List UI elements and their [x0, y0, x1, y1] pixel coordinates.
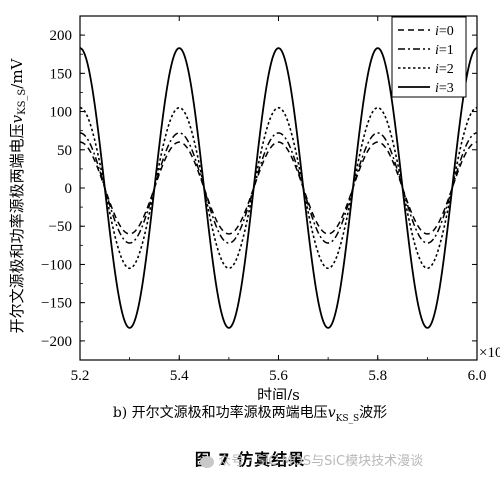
y-tick-label: 0 — [65, 181, 73, 197]
legend-label: i=0 — [435, 24, 454, 39]
figure-caption: 图 7 仿真结果 — [194, 450, 306, 469]
y-tick-label: 150 — [50, 66, 73, 82]
subfigure-caption-text: b) 开尔文源极和功率源极两端电压 — [112, 405, 328, 421]
x-tick-label: 6.0 — [468, 368, 487, 384]
series-line-1 — [79, 132, 478, 244]
subfigure-caption-sub: KS_S — [335, 413, 360, 424]
series-line-3 — [79, 47, 478, 329]
legend: i=0 i=1 i=2 i=3 — [391, 16, 467, 98]
x-axis-multiplier: ×10 — [479, 345, 500, 361]
subfigure-caption-suffix: 波形 — [359, 405, 388, 421]
legend-box — [391, 16, 467, 98]
subfigure-caption-var: v — [327, 405, 336, 421]
y-axis-label: 开尔文源极和功率源极两端电压vKS_S/mV — [8, 57, 28, 333]
y-tick-label: −100 — [41, 257, 72, 273]
y-tick-label: 50 — [57, 143, 72, 159]
y-tick-label: 100 — [50, 105, 73, 121]
y-axis-label-unit: /mV — [8, 57, 26, 88]
y-axis-label-var: v — [8, 114, 26, 123]
watermark: 众号 · SiC MOS与SiC模块技术漫谈 — [200, 450, 423, 469]
legend-label: i=3 — [435, 81, 454, 96]
legend-label: i=1 — [435, 43, 454, 58]
y-tick-label: 200 — [50, 28, 73, 44]
subfigure-caption: b) 开尔文源极和功率源极两端电压vKS_S波形 — [0, 402, 500, 424]
series-curves — [79, 47, 478, 329]
x-tick-label: 5.8 — [368, 368, 387, 384]
y-axis-label-sub: KS_S — [17, 89, 28, 115]
legend-label: i=2 — [435, 62, 454, 77]
series-line-2 — [79, 106, 478, 270]
x-tick-label: 5.6 — [269, 368, 288, 384]
watermark-text: 众号 · SiC MOS与SiC模块技术漫谈 — [218, 454, 424, 469]
x-tick-label: 5.2 — [71, 368, 90, 384]
axis-ticks: 200 150 100 50 0 −50 −100 −150 −200 5.2 5.4 5.6 5.8 6… — [41, 15, 487, 384]
series-line-0 — [79, 141, 478, 235]
x-axis-label: 时间/s — [257, 386, 300, 400]
y-tick-label: −200 — [41, 334, 72, 350]
wechat-icon — [200, 455, 214, 468]
chart: 200 150 100 50 0 −50 −100 −150 −200 5.2 5.4 5.6 5.8 6… — [8, 15, 500, 400]
y-axis-label-text: 开尔文源极和功率源极两端电压 — [8, 123, 26, 333]
y-tick-label: −150 — [41, 296, 72, 312]
x-tick-label: 5.4 — [170, 368, 189, 384]
y-tick-label: −50 — [49, 219, 72, 235]
